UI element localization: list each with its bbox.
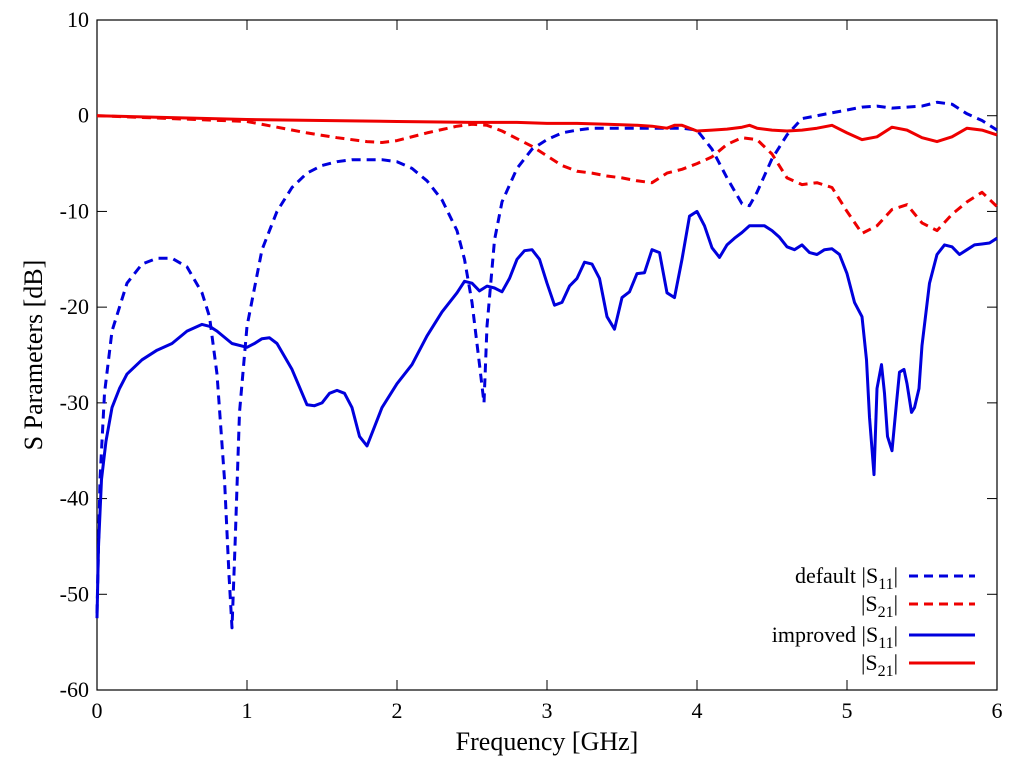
- legend-label: |S21|: [861, 591, 898, 621]
- y-tick-label: -50: [60, 581, 89, 606]
- series-default-s21: [96, 114, 999, 235]
- y-tick-label: -10: [60, 198, 89, 223]
- x-tick-label: 1: [242, 698, 253, 723]
- legend-label: improved |S11|: [772, 622, 898, 652]
- series-improved-s11: [95, 209, 998, 619]
- x-tick-label: 6: [992, 698, 1003, 723]
- x-tick-label: 2: [392, 698, 403, 723]
- x-tick-label: 0: [92, 698, 103, 723]
- y-tick-label: -20: [60, 294, 89, 319]
- x-tick-label: 5: [842, 698, 853, 723]
- series-layer: [95, 100, 999, 630]
- y-tick-label: -30: [60, 390, 89, 415]
- y-tick-label: 0: [78, 103, 89, 128]
- legend: default |S11||S21|improved |S11||S21|: [772, 563, 975, 680]
- y-tick-label: 10: [67, 7, 89, 32]
- y-axis-title: S Parameters [dB]: [19, 260, 48, 451]
- x-axis-title: Frequency [GHz]: [456, 727, 639, 756]
- x-tick-label: 4: [692, 698, 703, 723]
- x-tick-label: 3: [542, 698, 553, 723]
- legend-label: default |S11|: [795, 563, 898, 593]
- y-tick-label: -40: [60, 486, 89, 511]
- y-tick-label: -60: [60, 677, 89, 702]
- series-default-s11: [95, 100, 998, 630]
- legend-label: |S21|: [861, 650, 898, 680]
- series-improved-s21: [96, 114, 998, 144]
